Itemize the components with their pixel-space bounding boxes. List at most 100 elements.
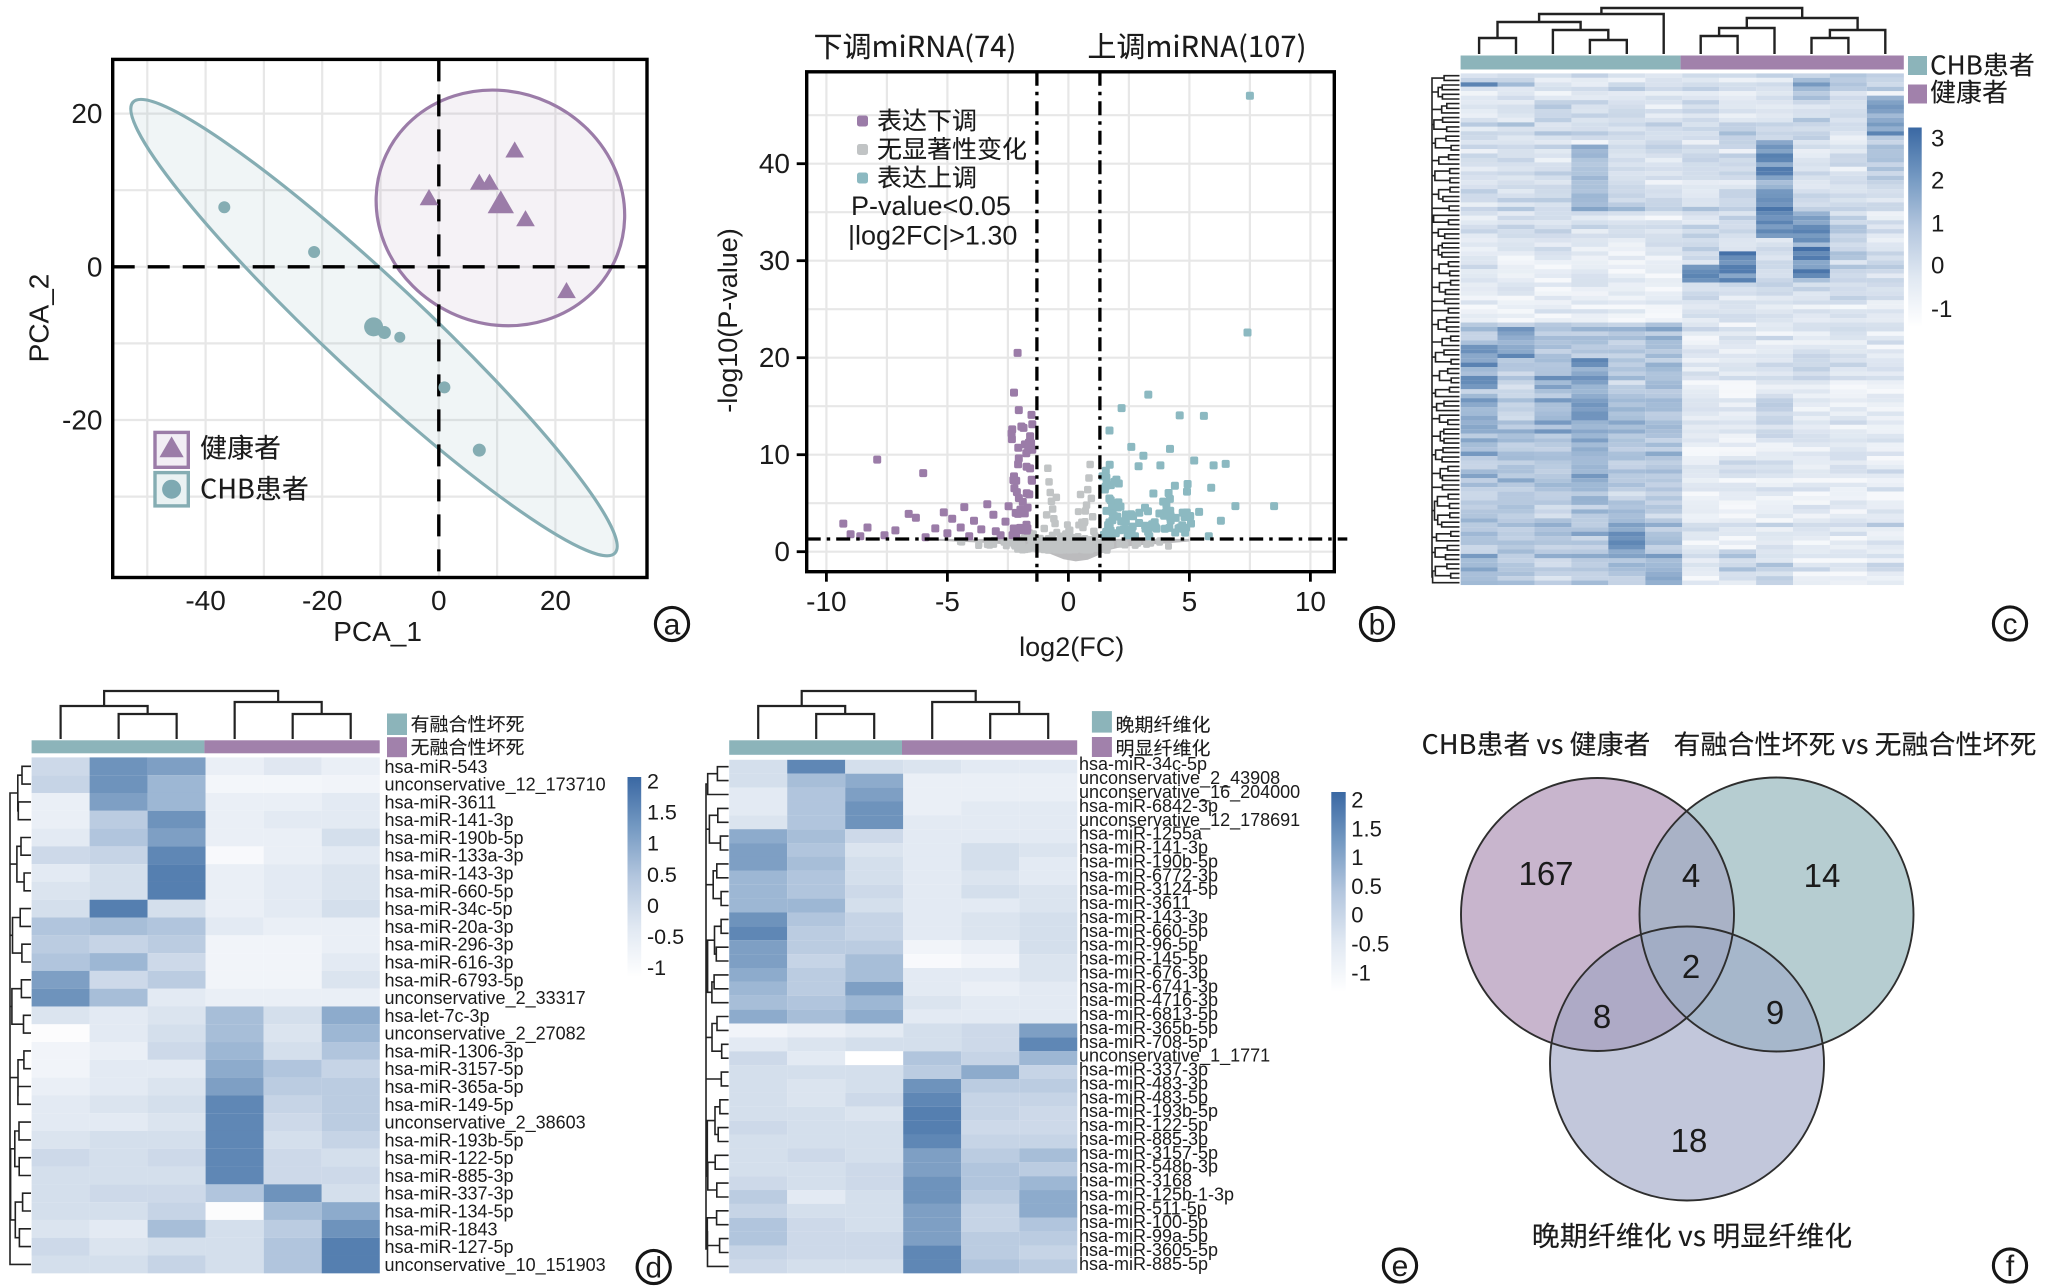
svg-text:2: 2 — [647, 770, 659, 794]
svg-text:0: 0 — [1351, 903, 1363, 928]
svg-text:-1: -1 — [1931, 296, 1952, 323]
svg-text:hsa-miR-885-5p: hsa-miR-885-5p — [1079, 1254, 1208, 1274]
svg-text:10: 10 — [759, 439, 790, 470]
svg-text:-1: -1 — [647, 956, 666, 980]
svg-text:hsa-miR-660-5p: hsa-miR-660-5p — [385, 881, 514, 901]
svg-text:hsa-miR-885-3p: hsa-miR-885-3p — [385, 1166, 514, 1186]
svg-text:1: 1 — [1351, 845, 1363, 870]
svg-text:0: 0 — [1931, 253, 1944, 280]
svg-text:-20: -20 — [62, 405, 102, 436]
svg-text:hsa-miR-100-5p: hsa-miR-100-5p — [1079, 1212, 1208, 1232]
svg-text:hsa-miR-134-5p: hsa-miR-134-5p — [385, 1202, 514, 1222]
svg-text:hsa-miR-3611: hsa-miR-3611 — [385, 792, 497, 812]
svg-text:hsa-miR-3124-5p: hsa-miR-3124-5p — [1079, 879, 1218, 899]
svg-text:hsa-let-7c-3p: hsa-let-7c-3p — [385, 1006, 490, 1026]
svg-text:167: 167 — [1518, 855, 1573, 892]
svg-text:hsa-miR-3157-5p: hsa-miR-3157-5p — [385, 1059, 524, 1079]
svg-text:-20: -20 — [302, 585, 342, 616]
svg-text:3: 3 — [1931, 126, 1944, 153]
svg-text:hsa-miR-1306-3p: hsa-miR-1306-3p — [385, 1041, 524, 1061]
svg-text:e: e — [1392, 1250, 1409, 1283]
svg-text:hsa-miR-122-5p: hsa-miR-122-5p — [385, 1148, 514, 1168]
svg-text:|log2FC|>1.30: |log2FC|>1.30 — [848, 221, 1017, 251]
svg-text:hsa-miR-337-3p: hsa-miR-337-3p — [1079, 1060, 1208, 1080]
svg-text:hsa-miR-511-5p: hsa-miR-511-5p — [1079, 1198, 1207, 1218]
svg-text:hsa-miR-34c-5p: hsa-miR-34c-5p — [1079, 754, 1207, 774]
svg-text:c: c — [2003, 608, 2018, 641]
svg-text:hsa-miR-365a-5p: hsa-miR-365a-5p — [385, 1077, 524, 1097]
svg-text:1.5: 1.5 — [1351, 816, 1382, 841]
svg-text:hsa-miR-6842-3p: hsa-miR-6842-3p — [1079, 796, 1218, 816]
svg-text:10: 10 — [1295, 586, 1326, 617]
svg-text:2: 2 — [1682, 948, 1700, 985]
svg-text:hsa-miR-3611: hsa-miR-3611 — [1079, 893, 1191, 913]
svg-text:hsa-miR-6813-5p: hsa-miR-6813-5p — [1079, 1004, 1218, 1024]
svg-text:20: 20 — [71, 98, 102, 129]
svg-text:5: 5 — [1182, 586, 1198, 617]
svg-text:9: 9 — [1766, 994, 1784, 1031]
svg-text:8: 8 — [1593, 998, 1611, 1035]
svg-text:hsa-miR-96-5p: hsa-miR-96-5p — [1079, 935, 1198, 955]
svg-text:-0.5: -0.5 — [1351, 932, 1389, 957]
svg-text:hsa-miR-190b-5p: hsa-miR-190b-5p — [1079, 851, 1218, 871]
svg-text:hsa-miR-483-3p: hsa-miR-483-3p — [1079, 1073, 1208, 1093]
svg-text:hsa-miR-6741-3p: hsa-miR-6741-3p — [1079, 976, 1218, 996]
svg-text:unconservative_2_33317: unconservative_2_33317 — [385, 988, 586, 1009]
svg-text:unconservative_2_43908: unconservative_2_43908 — [1079, 768, 1280, 789]
svg-text:hsa-miR-143-3p: hsa-miR-143-3p — [385, 864, 514, 884]
svg-text:40: 40 — [759, 148, 790, 179]
svg-text:hsa-miR-34c-5p: hsa-miR-34c-5p — [385, 899, 513, 919]
svg-text:hsa-miR-122-5p: hsa-miR-122-5p — [1079, 1115, 1208, 1135]
svg-text:hsa-miR-3157-5p: hsa-miR-3157-5p — [1079, 1143, 1218, 1163]
svg-text:20: 20 — [540, 585, 571, 616]
svg-text:-5: -5 — [935, 586, 960, 617]
svg-text:hsa-miR-141-3p: hsa-miR-141-3p — [385, 810, 514, 830]
svg-text:hsa-miR-616-3p: hsa-miR-616-3p — [385, 952, 514, 972]
svg-text:hsa-miR-4716-3p: hsa-miR-4716-3p — [1079, 990, 1218, 1010]
svg-text:log2(FC): log2(FC) — [1019, 632, 1124, 662]
svg-text:0: 0 — [87, 251, 103, 282]
svg-text:hsa-miR-543: hsa-miR-543 — [385, 757, 488, 777]
svg-text:2: 2 — [1931, 168, 1944, 195]
svg-text:unconservative_12_173710: unconservative_12_173710 — [385, 775, 606, 796]
svg-text:hsa-miR-708-5p: hsa-miR-708-5p — [1079, 1032, 1208, 1052]
svg-text:unconservative_2_38603: unconservative_2_38603 — [385, 1113, 586, 1134]
svg-text:1: 1 — [647, 832, 659, 856]
svg-text:hsa-miR-6793-5p: hsa-miR-6793-5p — [385, 970, 524, 990]
svg-text:hsa-miR-337-3p: hsa-miR-337-3p — [385, 1184, 514, 1204]
svg-text:4: 4 — [1682, 857, 1700, 894]
svg-text:18: 18 — [1671, 1122, 1708, 1159]
svg-text:unconservative_2_27082: unconservative_2_27082 — [385, 1024, 586, 1045]
svg-text:PCA_2: PCA_2 — [24, 274, 55, 363]
svg-text:hsa-miR-133a-3p: hsa-miR-133a-3p — [385, 846, 524, 866]
svg-text:hsa-miR-149-5p: hsa-miR-149-5p — [385, 1095, 514, 1115]
svg-text:20: 20 — [759, 342, 790, 373]
svg-text:hsa-miR-3168: hsa-miR-3168 — [1079, 1171, 1192, 1191]
svg-text:unconservative_1_1771: unconservative_1_1771 — [1079, 1046, 1270, 1067]
svg-text:0: 0 — [1061, 586, 1077, 617]
svg-text:hsa-miR-127-5p: hsa-miR-127-5p — [385, 1237, 514, 1257]
svg-text:hsa-miR-1843: hsa-miR-1843 — [385, 1219, 498, 1239]
svg-text:hsa-miR-190b-5p: hsa-miR-190b-5p — [385, 828, 524, 848]
svg-text:hsa-miR-6772-3p: hsa-miR-6772-3p — [1079, 865, 1218, 885]
svg-text:-10: -10 — [806, 586, 846, 617]
svg-text:unconservative_16_204000: unconservative_16_204000 — [1079, 782, 1300, 803]
svg-text:hsa-miR-296-3p: hsa-miR-296-3p — [385, 935, 514, 955]
svg-text:hsa-miR-885-3p: hsa-miR-885-3p — [1079, 1129, 1208, 1149]
svg-text:hsa-miR-20a-3p: hsa-miR-20a-3p — [385, 917, 514, 937]
svg-text:1: 1 — [1931, 211, 1944, 238]
svg-text:-log10(P-value): -log10(P-value) — [713, 228, 743, 413]
svg-text:-1: -1 — [1351, 960, 1371, 985]
svg-text:PCA_1: PCA_1 — [333, 616, 422, 647]
svg-text:14: 14 — [1804, 857, 1841, 894]
svg-text:a: a — [664, 609, 681, 642]
svg-text:hsa-miR-143-3p: hsa-miR-143-3p — [1079, 907, 1208, 927]
svg-text:-40: -40 — [185, 585, 225, 616]
svg-text:0: 0 — [431, 585, 447, 616]
svg-text:hsa-miR-145-5p: hsa-miR-145-5p — [1079, 949, 1208, 969]
svg-text:d: d — [645, 1252, 662, 1285]
svg-text:P-value<0.05: P-value<0.05 — [851, 191, 1011, 221]
svg-text:hsa-miR-99a-5p: hsa-miR-99a-5p — [1079, 1226, 1208, 1246]
svg-text:30: 30 — [759, 245, 790, 276]
svg-text:hsa-miR-3605-5p: hsa-miR-3605-5p — [1079, 1240, 1218, 1260]
